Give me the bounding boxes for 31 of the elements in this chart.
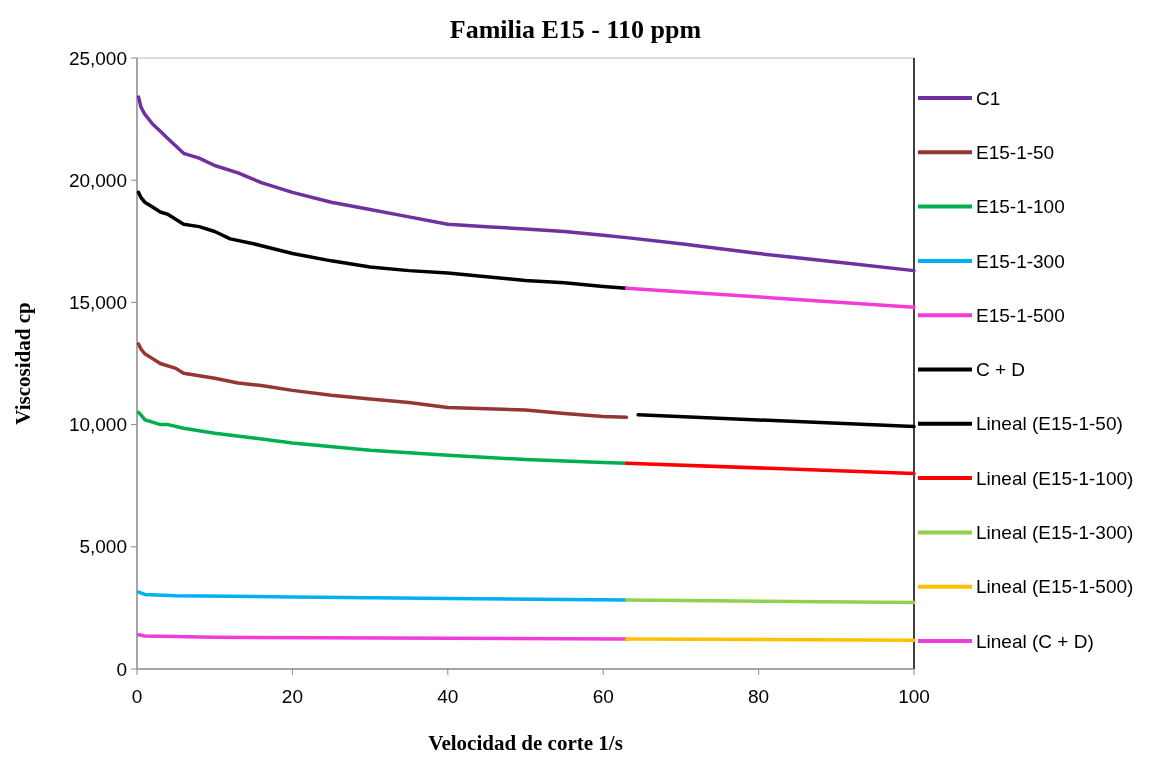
line-series: [136, 410, 629, 465]
line-series: [136, 190, 629, 290]
line-series: [136, 95, 916, 273]
legend-label: Lineal (E15-1-50): [976, 413, 1123, 435]
y-tick-label: 5,000: [79, 536, 127, 558]
legend-label: Lineal (C + D): [976, 630, 1094, 652]
legend-label: Lineal (E15-1-100): [976, 467, 1134, 489]
x-tick-label: 60: [592, 686, 614, 707]
x-tick-label: 80: [748, 686, 770, 707]
chart-title: Familia E15 - 110 ppm: [449, 15, 702, 44]
y-tick-label: 10,000: [68, 414, 127, 436]
y-axis-title: Viscosidad cp: [11, 302, 35, 425]
y-tick-label: 15,000: [68, 292, 127, 314]
legend-label: E15-1-500: [976, 304, 1065, 326]
x-tick-label: 40: [437, 686, 459, 707]
legend-label: Lineal (E15-1-300): [976, 522, 1134, 544]
line-series: [136, 342, 629, 420]
x-axis-title: Velocidad de corte 1/s: [428, 731, 623, 755]
legend-label: E15-1-100: [976, 196, 1065, 218]
y-tick-label: 25,000: [68, 47, 127, 69]
x-tick-label: 100: [898, 686, 930, 707]
x-tick-label: 20: [281, 686, 303, 707]
legend-label: Lineal (E15-1-500): [976, 576, 1134, 598]
x-tick-label: 0: [131, 686, 143, 707]
y-tick-label: 20,000: [68, 169, 127, 191]
legend-label: E15-1-300: [976, 250, 1065, 272]
legend-label: E15-1-50: [976, 141, 1055, 163]
legend-label: C + D: [976, 359, 1026, 381]
y-tick-label: 0: [116, 658, 127, 680]
line-series: [136, 590, 629, 602]
legend-label: C1: [976, 87, 1001, 109]
